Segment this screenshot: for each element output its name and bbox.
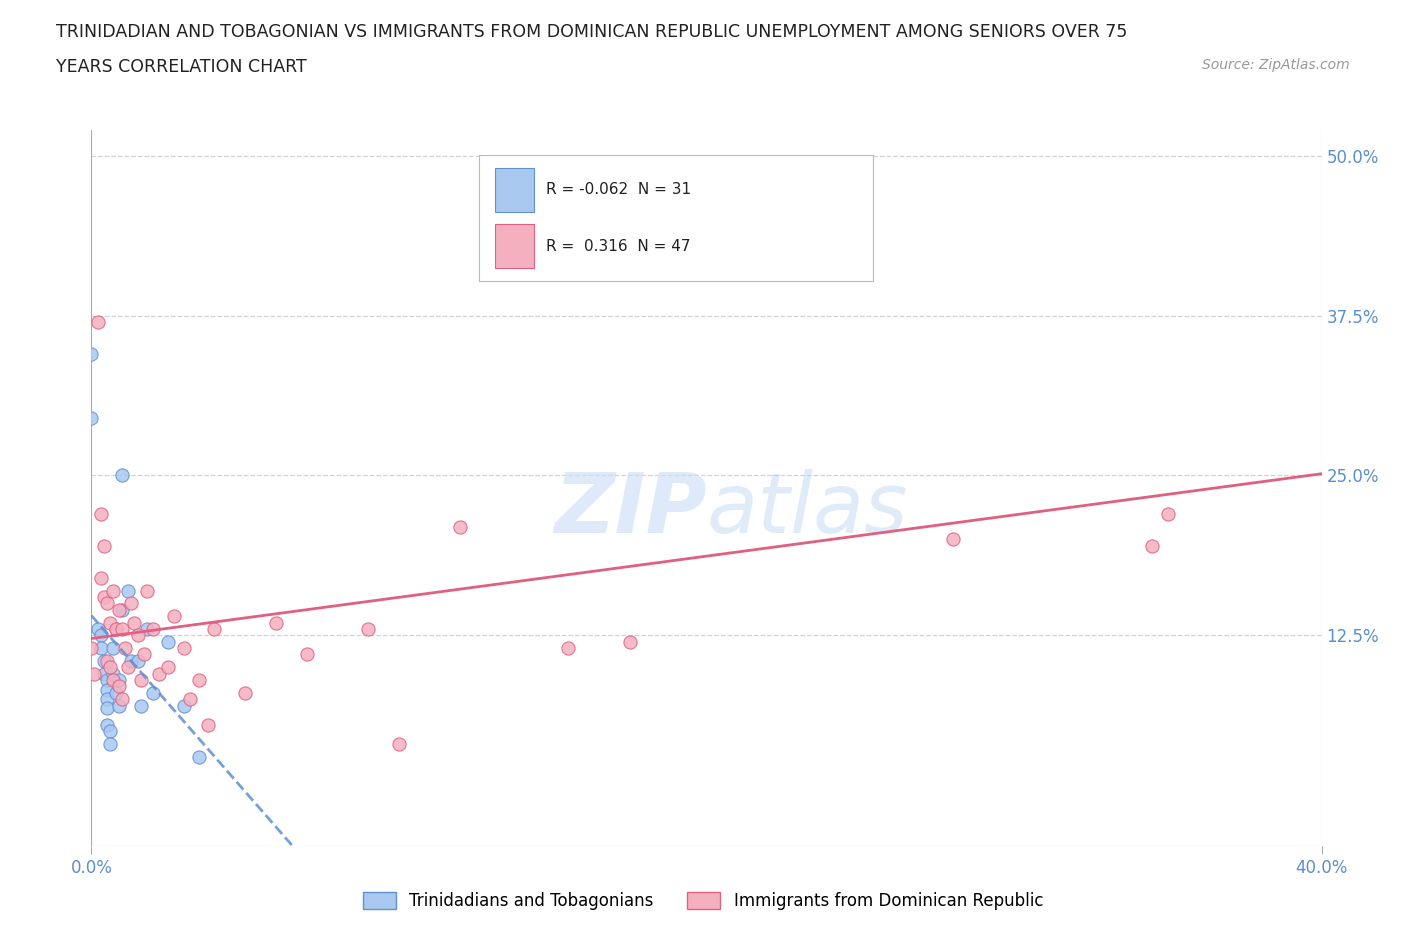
Point xyxy=(264,615,287,630)
Point xyxy=(90,628,112,643)
Point xyxy=(108,698,131,713)
Point xyxy=(101,672,124,687)
Point xyxy=(111,621,134,636)
Point xyxy=(83,666,105,681)
Point xyxy=(557,641,579,656)
Point xyxy=(173,698,195,713)
Text: atlas: atlas xyxy=(706,470,908,551)
Point xyxy=(142,685,165,700)
Point xyxy=(98,737,121,751)
Point xyxy=(117,660,139,675)
Point xyxy=(105,621,127,636)
Point xyxy=(96,672,118,687)
Point xyxy=(188,750,211,764)
Point xyxy=(98,615,121,630)
Point xyxy=(202,621,225,636)
Point xyxy=(96,701,118,716)
Point xyxy=(105,621,127,636)
Point xyxy=(114,641,136,656)
Point xyxy=(86,314,108,329)
Legend: Trinidadians and Tobagonians, Immigrants from Dominican Republic: Trinidadians and Tobagonians, Immigrants… xyxy=(356,885,1050,917)
Point xyxy=(127,628,149,643)
Point xyxy=(233,685,256,700)
Point xyxy=(942,532,965,547)
Point xyxy=(96,654,118,669)
Point xyxy=(96,596,118,611)
Point xyxy=(105,685,127,700)
Point xyxy=(93,538,115,553)
Point xyxy=(101,583,124,598)
Text: ZIP: ZIP xyxy=(554,470,706,551)
Point xyxy=(98,660,121,675)
Point xyxy=(1142,538,1164,553)
Point xyxy=(96,683,118,698)
Point xyxy=(93,666,115,681)
Point xyxy=(80,410,103,425)
Point xyxy=(108,603,131,618)
Point xyxy=(93,590,115,604)
Text: Source: ZipAtlas.com: Source: ZipAtlas.com xyxy=(1202,58,1350,72)
Point xyxy=(98,724,121,738)
Point xyxy=(388,737,411,751)
Point xyxy=(96,717,118,732)
Point xyxy=(129,698,152,713)
Point xyxy=(127,654,149,669)
Point xyxy=(101,641,124,656)
Point xyxy=(173,641,195,656)
Point xyxy=(1157,507,1180,522)
Point xyxy=(787,187,810,202)
Point xyxy=(90,570,112,585)
Point xyxy=(108,679,131,694)
Point xyxy=(295,647,318,662)
Point xyxy=(93,654,115,669)
Point xyxy=(357,621,380,636)
Point xyxy=(111,692,134,707)
Point xyxy=(101,666,124,681)
Point xyxy=(124,615,146,630)
Point xyxy=(148,666,170,681)
Point xyxy=(80,641,103,656)
Point xyxy=(163,609,186,624)
Point xyxy=(135,621,157,636)
Point xyxy=(90,507,112,522)
Point xyxy=(120,596,142,611)
Point xyxy=(157,660,180,675)
Point xyxy=(96,692,118,707)
Point xyxy=(129,672,152,687)
Point xyxy=(90,641,112,656)
Text: TRINIDADIAN AND TOBAGONIAN VS IMMIGRANTS FROM DOMINICAN REPUBLIC UNEMPLOYMENT AM: TRINIDADIAN AND TOBAGONIAN VS IMMIGRANTS… xyxy=(56,23,1128,41)
Point xyxy=(111,468,134,483)
Point xyxy=(179,692,201,707)
Point xyxy=(120,654,142,669)
Point xyxy=(619,634,641,649)
Point xyxy=(135,583,157,598)
Point xyxy=(132,647,155,662)
Point xyxy=(108,672,131,687)
Point xyxy=(142,621,165,636)
Point xyxy=(80,347,103,362)
Point xyxy=(111,603,134,618)
Point xyxy=(449,519,471,534)
Text: YEARS CORRELATION CHART: YEARS CORRELATION CHART xyxy=(56,58,307,75)
Point xyxy=(86,621,108,636)
Point xyxy=(188,672,211,687)
Point xyxy=(197,717,219,732)
Point xyxy=(157,634,180,649)
Point xyxy=(117,583,139,598)
